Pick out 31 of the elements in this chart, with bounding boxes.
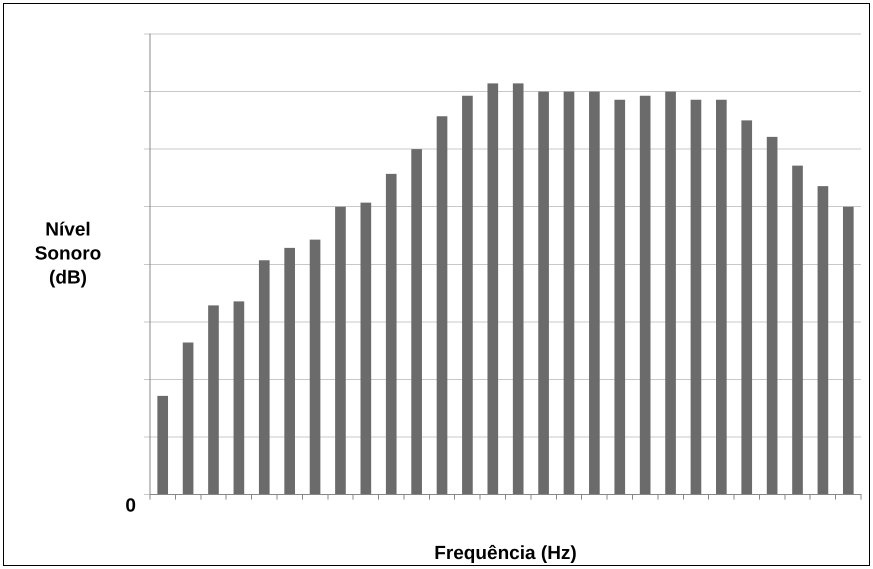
bar — [766, 136, 778, 494]
bar — [360, 202, 372, 494]
bar — [716, 100, 727, 494]
bar — [284, 248, 295, 494]
bar — [234, 301, 244, 494]
bar — [690, 100, 702, 494]
bar — [842, 206, 854, 494]
text: 0 — [125, 495, 136, 516]
bar — [792, 166, 803, 494]
x-axis-title: Frequência (Hz) — [434, 543, 577, 564]
bar — [589, 92, 600, 494]
bar — [258, 260, 270, 494]
bar — [208, 305, 219, 494]
bar — [335, 206, 346, 494]
bar — [538, 92, 549, 494]
bar — [436, 116, 448, 494]
bar — [411, 149, 422, 494]
bar — [157, 396, 168, 494]
bar — [741, 120, 752, 494]
bar — [614, 100, 626, 494]
bar — [665, 92, 676, 494]
bar — [462, 96, 473, 494]
bar — [564, 92, 574, 494]
bar — [310, 240, 320, 494]
bar — [512, 83, 524, 494]
bar — [640, 96, 650, 494]
bar — [386, 174, 397, 494]
bar — [182, 342, 194, 494]
y-axis-title: Nível Sonoro (dB) — [34, 219, 102, 288]
bar — [818, 186, 828, 494]
bar — [487, 83, 498, 494]
